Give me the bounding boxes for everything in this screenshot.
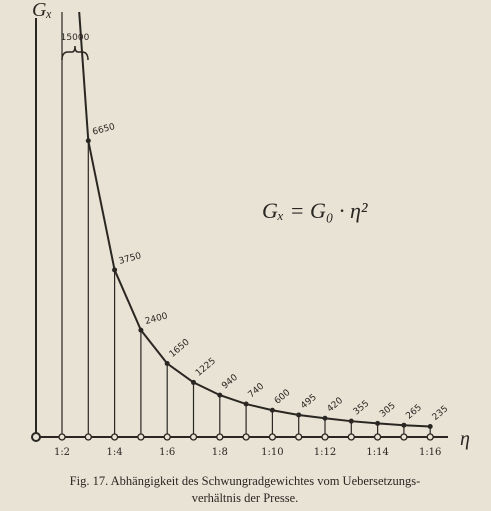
x-tick — [373, 433, 382, 441]
x-tick — [242, 433, 250, 441]
value-label: 305 — [378, 401, 398, 420]
y-axis-label: Gₓ — [32, 0, 52, 21]
value-label: 265 — [404, 403, 424, 422]
x-tick — [347, 433, 355, 441]
x-tick — [137, 433, 145, 441]
caption: verhältnis der Presse. — [192, 491, 299, 505]
x-tick — [58, 433, 66, 441]
x-tick — [163, 433, 171, 441]
caption: Fig. 17. Abhängigkeit des Schwungradgewi… — [70, 474, 421, 488]
x-tick-label: 1:10 — [261, 447, 283, 458]
x-axis-label: η — [460, 428, 470, 450]
x-tick — [400, 433, 408, 441]
x-tick-label: 1:16 — [419, 447, 441, 458]
x-tick — [216, 433, 224, 441]
x-tick-label: 1:2 — [54, 447, 70, 458]
plot-area — [61, 12, 433, 437]
origin — [31, 432, 41, 442]
value-label: 495 — [299, 393, 319, 412]
x-tick-label: 1:4 — [107, 447, 123, 458]
value-label: 355 — [352, 399, 372, 418]
x-tick — [268, 433, 277, 441]
x-tick-label: 1:6 — [159, 447, 175, 458]
x-tick — [426, 433, 434, 441]
value-label: 740 — [247, 381, 267, 400]
curve — [78, 12, 431, 428]
x-tick — [295, 433, 303, 441]
value-label: 940 — [220, 373, 240, 392]
x-tick — [84, 433, 92, 441]
value-label: 1650 — [168, 337, 192, 360]
value-label: 2400 — [144, 311, 169, 327]
x-tick — [110, 433, 119, 441]
x-tick — [189, 433, 198, 441]
value-label: 3750 — [118, 251, 143, 267]
x-tick — [321, 433, 329, 441]
formula: Gₓ = G₀ · η² — [262, 198, 368, 223]
value-label: 6650 — [91, 122, 116, 138]
value-label: 600 — [273, 388, 293, 407]
value-label: 420 — [326, 396, 346, 415]
value-label: 1225 — [194, 356, 218, 378]
x-tick-label: 1:8 — [212, 447, 228, 458]
x-tick-label: 1:12 — [314, 447, 336, 458]
value-label: 235 — [431, 404, 451, 423]
brace — [61, 45, 89, 61]
x-tick-label: 1:14 — [366, 447, 388, 458]
value-label: 15000 — [61, 33, 90, 43]
